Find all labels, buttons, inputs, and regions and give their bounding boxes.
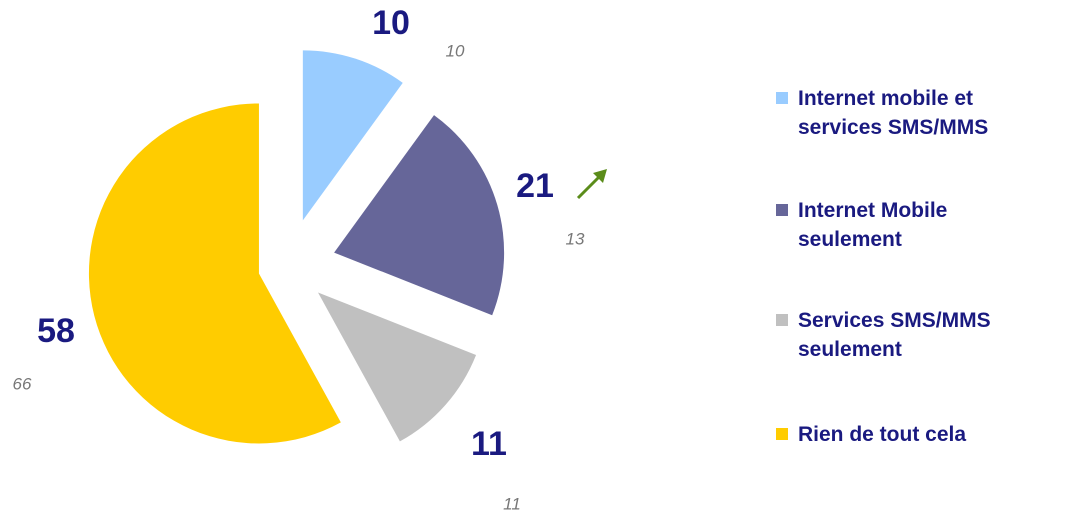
legend-swatch (776, 204, 788, 216)
legend-label: Services SMS/MMS seulement (798, 309, 991, 361)
legend-swatch (776, 428, 788, 440)
pie-slice (334, 115, 505, 316)
pie-slice (302, 50, 403, 221)
trend-arrow (576, 174, 602, 200)
previous-value-label: 11 (503, 494, 521, 513)
pie-slice (88, 103, 341, 444)
previous-value-label: 66 (13, 374, 32, 393)
value-label: 21 (516, 167, 554, 205)
previous-value-label: 13 (566, 229, 585, 248)
value-label: 11 (471, 425, 507, 463)
value-label: 58 (37, 312, 75, 350)
legend-swatch (776, 92, 788, 104)
legend-label: Internet mobile et services SMS/MMS (798, 87, 989, 139)
legend-label: Rien de tout cela (798, 423, 967, 446)
pie-slice (318, 292, 477, 442)
value-label: 10 (372, 4, 410, 42)
legend-swatch (776, 314, 788, 326)
previous-value-label: 10 (446, 41, 465, 60)
trend-arrow-head (593, 169, 607, 183)
legend-label: Internet Mobile seulement (798, 199, 948, 251)
